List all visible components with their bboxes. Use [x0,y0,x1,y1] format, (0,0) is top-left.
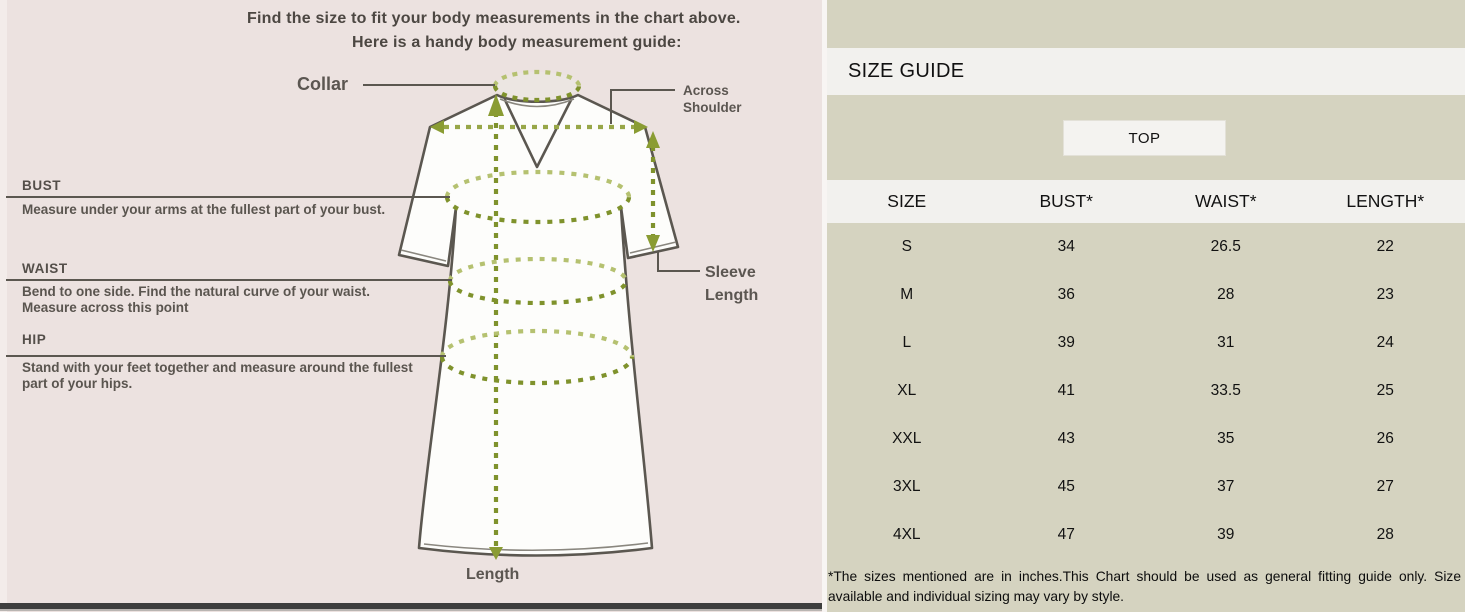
sleeve-length-measure-line [646,131,660,252]
footnote-line-1: *The sizes mentioned are in inches.This … [828,569,1461,584]
waist-section-description: Bend to one side. Find the natural curve… [22,284,371,315]
panel-divider [822,0,827,612]
table-row: M 36 28 23 [827,271,1465,319]
cell-waist: 37 [1217,478,1235,495]
cell-bust: 47 [1057,526,1075,543]
cell-size: L [902,334,912,351]
waist-measure-ellipse [447,256,629,306]
size-table-header-row: SIZE BUST* WAIST* LENGTH* [827,180,1465,223]
cell-bust: 43 [1057,430,1075,447]
table-row: XXL 43 35 26 [827,415,1465,463]
cell-waist: 31 [1217,334,1235,351]
across-shoulder-measure-line [430,120,648,134]
guide-headline-line2: Here is a handy body measurement guide: [352,34,682,51]
cell-waist: 26.5 [1210,238,1241,255]
cell-size: 3XL [892,478,921,495]
hip-section-description: Stand with your feet together and measur… [22,360,413,391]
cell-size: 4XL [892,526,921,543]
sleeve-length-label: Sleeve Length [705,264,759,304]
cell-length: 22 [1376,238,1394,255]
category-tab-top[interactable]: TOP [1063,120,1226,156]
bust-section-description: Measure under your arms at the fullest p… [22,202,386,217]
cell-bust: 41 [1057,382,1075,399]
cell-length: 27 [1376,478,1394,495]
size-table-body: S 34 26.5 22 M 36 28 23 L 39 31 24 XL 41… [827,223,1465,559]
cell-length: 26 [1376,430,1394,447]
collar-label: Collar [297,74,349,94]
cell-size: XXL [892,430,922,447]
cell-length: 25 [1376,382,1394,399]
left-edge-strip [0,0,7,612]
column-header-size: SIZE [887,191,927,211]
cell-waist: 35 [1217,430,1235,447]
length-label: Length [466,566,520,583]
column-header-length: LENGTH* [1346,191,1425,211]
bust-measure-ellipse [444,169,632,225]
footnote-line-2: available and individual sizing may vary… [828,589,1125,604]
bottom-divider-bar [0,603,822,611]
waist-section-label: WAIST [22,261,68,276]
table-row: S 34 26.5 22 [827,223,1465,271]
collar-measure-ellipse [492,69,582,103]
cell-bust: 39 [1057,334,1075,351]
size-guide-panel: SIZE GUIDE TOP SIZE BUST* WAIST* LENGTH*… [827,0,1465,612]
guide-headline-line1: Find the size to fit your body measureme… [247,10,741,27]
size-guide-footnote: *The sizes mentioned are in inches.This … [828,567,1464,607]
cell-bust: 36 [1057,286,1075,303]
table-row: XL 41 33.5 25 [827,367,1465,415]
size-guide-title: SIZE GUIDE [827,48,1465,95]
column-header-waist: WAIST* [1194,191,1257,211]
cell-bust: 34 [1057,238,1075,255]
cell-length: 24 [1376,334,1394,351]
measurement-guide-panel: Find the size to fit your body measureme… [0,0,822,612]
label-connectors [6,84,700,357]
cell-size: M [900,286,914,303]
category-tab-top-label: TOP [1128,129,1161,147]
table-row: 4XL 47 39 28 [827,511,1465,559]
table-row: 3XL 45 37 27 [827,463,1465,511]
size-guide-title-text: SIZE GUIDE [848,60,965,82]
hip-measure-ellipse [439,328,635,386]
cell-waist: 28 [1217,286,1235,303]
hip-section-label: HIP [22,332,47,347]
column-header-bust: BUST* [1039,191,1093,211]
cell-waist: 39 [1217,526,1235,543]
cell-waist: 33.5 [1210,382,1241,399]
table-row: L 39 31 24 [827,319,1465,367]
cell-bust: 45 [1057,478,1075,495]
cell-length: 23 [1376,286,1394,303]
kurta-outline [397,93,680,557]
cell-size: S [901,238,912,255]
across-shoulder-label: Across Shoulder [683,83,742,115]
bust-section-label: BUST [22,178,62,193]
garment-illustration [6,69,700,560]
cell-length: 28 [1376,526,1394,543]
cell-size: XL [897,382,917,399]
